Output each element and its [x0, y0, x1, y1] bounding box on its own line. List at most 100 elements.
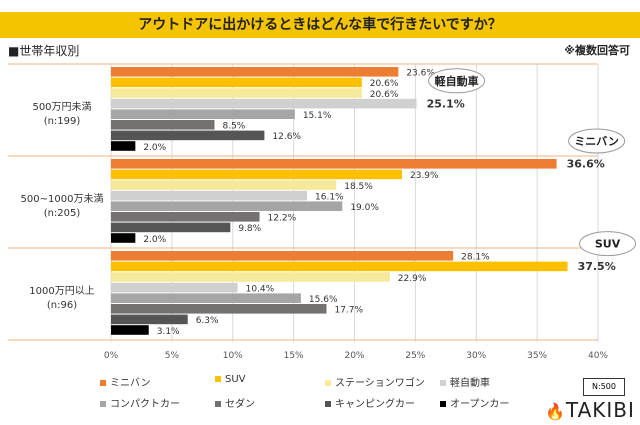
callout-bubble — [428, 68, 486, 94]
data-label: 25.1% — [427, 97, 465, 110]
callout-text: SUV — [595, 238, 621, 251]
legend-label: ミニバン — [110, 378, 151, 389]
multiple-answer-note: ※複数回答可 — [564, 44, 630, 57]
bar — [111, 314, 188, 325]
data-label: 23.6% — [406, 69, 435, 79]
brand-logo: 🔥TAKIBI — [545, 398, 635, 422]
data-label: 10.4% — [246, 284, 275, 294]
tick-label: 35% — [527, 351, 547, 361]
brand-name: TAKIBI — [565, 398, 635, 422]
data-label: 20.6% — [370, 90, 399, 100]
legend-swatch — [100, 401, 106, 407]
legend-item: コンパクトカー — [100, 395, 180, 410]
data-label: 3.1% — [157, 327, 180, 337]
tick-label: 15% — [284, 351, 304, 361]
data-label: 12.6% — [272, 132, 301, 142]
chart-title: アウトドアに出かけるときはどんな車で行きたいですか？ — [0, 12, 640, 38]
bar — [111, 233, 136, 243]
legend-item: ミニバン — [100, 374, 151, 389]
bar — [111, 77, 362, 88]
bar — [111, 293, 301, 303]
bar — [111, 120, 215, 130]
data-label: 16.1% — [315, 192, 344, 202]
legend-label: 軽自動車 — [450, 378, 490, 389]
category-label: (n:96) — [47, 300, 77, 311]
legend-swatch — [215, 401, 221, 407]
category-label: 500万円未満 — [32, 101, 91, 113]
bar — [111, 282, 238, 293]
data-label: 12.2% — [268, 214, 297, 224]
legend-item: SUV — [215, 374, 246, 385]
data-label: 8.5% — [222, 122, 245, 132]
sample-size: N:500 — [583, 378, 625, 396]
data-label: 37.5% — [578, 260, 616, 273]
tick-label: 0% — [104, 351, 119, 361]
bar — [111, 272, 390, 282]
bar — [111, 159, 557, 169]
bar — [111, 212, 260, 222]
bar — [111, 130, 265, 141]
category-label: 500~1000万未満 — [21, 193, 104, 205]
tick-label: 25% — [405, 351, 425, 361]
data-label: 15.1% — [303, 111, 332, 121]
legend-item: ステーションワゴン — [325, 374, 425, 389]
legend-label: キャンピングカー — [335, 399, 415, 410]
data-label: 22.9% — [398, 274, 427, 284]
bar — [111, 201, 343, 211]
bar — [111, 67, 399, 77]
bar — [111, 304, 327, 314]
data-label: 36.6% — [567, 158, 605, 171]
data-label: 23.9% — [410, 171, 439, 181]
legend-swatch — [440, 401, 446, 407]
bar — [111, 222, 231, 233]
chart-subtitle: ■世帯年収別 — [8, 44, 80, 58]
data-label: 19.0% — [350, 203, 379, 213]
legend-swatch — [440, 380, 446, 386]
legend-label: セダン — [225, 399, 255, 410]
callout-text: ミニバン — [574, 135, 619, 148]
legend-item: セダン — [215, 395, 255, 410]
data-label: 15.6% — [309, 295, 338, 305]
legend-label: コンパクトカー — [110, 399, 180, 410]
legend-label: SUV — [225, 374, 246, 385]
callout-text: 軽自動車 — [435, 74, 479, 88]
tick-label: 10% — [223, 351, 243, 361]
data-label: 20.6% — [370, 79, 399, 89]
category-label: 1000万円以上 — [29, 285, 94, 297]
data-label: 2.0% — [143, 235, 166, 245]
category-label: (n:205) — [44, 208, 81, 219]
tick-label: 30% — [466, 351, 486, 361]
data-label: 2.0% — [143, 143, 166, 153]
bar — [111, 251, 454, 261]
category-label: (n:199) — [44, 116, 81, 127]
bar — [111, 261, 568, 272]
legend-label: オープンカー — [450, 399, 510, 410]
fire-icon: 🔥 — [545, 402, 566, 421]
legend-swatch — [100, 380, 106, 386]
bar — [111, 180, 337, 190]
tick-label: 20% — [344, 351, 364, 361]
bar — [111, 88, 362, 98]
bar — [111, 190, 308, 201]
legend-label: ステーションワゴン — [335, 378, 425, 389]
legend-item: オープンカー — [440, 395, 509, 410]
legend-swatch — [215, 376, 221, 382]
legend-swatch — [325, 401, 331, 407]
data-label: 28.1% — [461, 253, 490, 263]
data-label: 18.5% — [344, 182, 373, 192]
legend-item: キャンピングカー — [325, 395, 415, 410]
callout-bubble — [579, 231, 637, 257]
data-label: 9.8% — [238, 224, 261, 234]
bar — [111, 109, 295, 119]
tick-label: 40% — [588, 351, 608, 361]
bar — [111, 325, 149, 335]
bar — [111, 98, 417, 109]
data-label: 6.3% — [196, 316, 219, 326]
bar — [111, 169, 402, 180]
tick-label: 5% — [165, 351, 180, 361]
data-label: 17.7% — [334, 306, 363, 316]
bar — [111, 141, 136, 151]
legend-swatch — [325, 380, 331, 386]
legend-item: 軽自動車 — [440, 374, 490, 389]
